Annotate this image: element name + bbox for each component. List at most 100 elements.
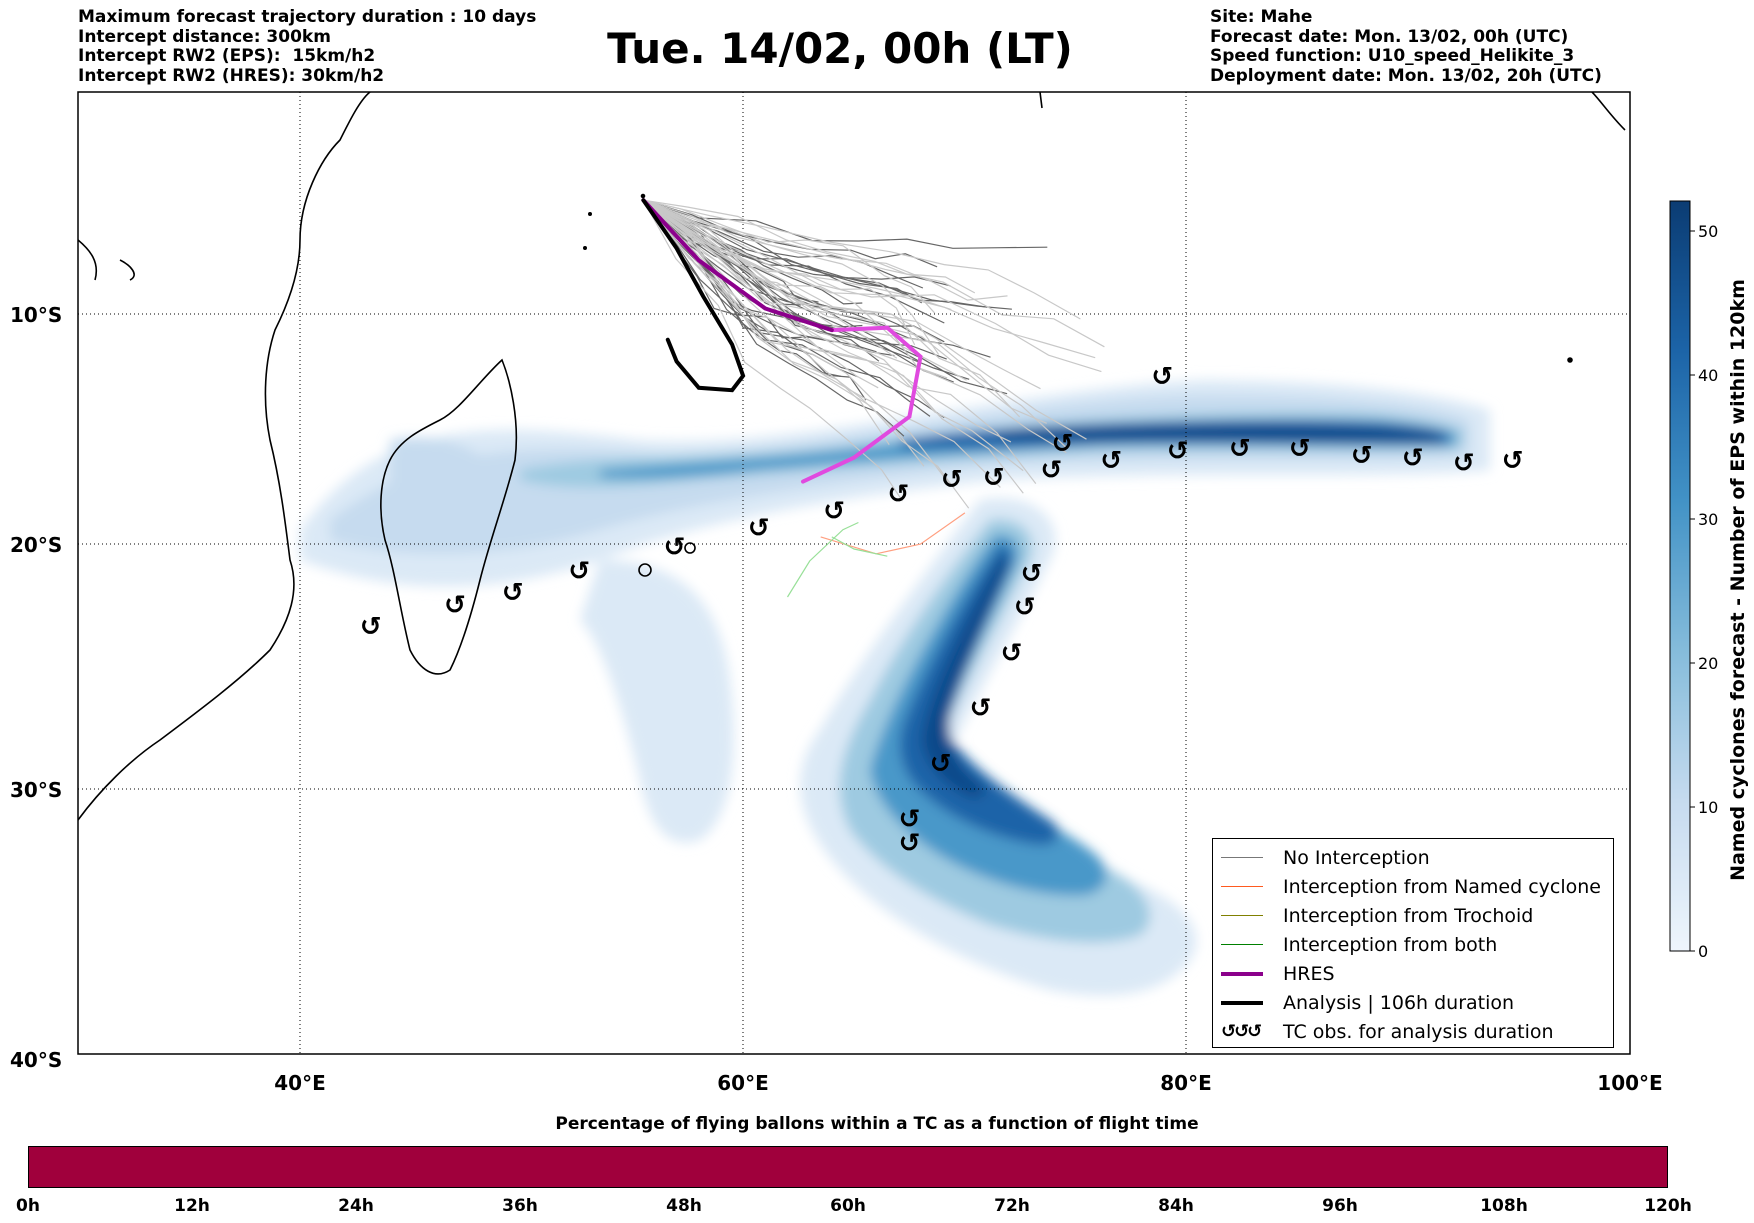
flight-time-tick-label: 60h — [830, 1196, 866, 1216]
eps-trajectory — [642, 199, 877, 353]
speed-function-text: Speed function: U10_speed_Helikite_3 — [1210, 46, 1575, 66]
eps-trajectory — [643, 199, 1047, 424]
lat-tick-10s: 10°S — [10, 303, 62, 327]
deployment-date-text: Deployment date: Mon. 13/02, 20h (UTC) — [1210, 65, 1602, 86]
header-left-info: Maximum forecast trajectory duration : 1… — [78, 7, 537, 86]
flight-time-tick-label: 36h — [502, 1196, 538, 1216]
madagascar-outline — [380, 358, 518, 675]
colorbar-tick-30: 30 — [1698, 510, 1718, 529]
lat-tick-30s: 30°S — [10, 778, 62, 802]
cyclone-symbol-icon: ↺ — [1502, 446, 1524, 476]
header-right-info: Site: Mahe Forecast date: Mon. 13/02, 00… — [1210, 7, 1602, 86]
eps-trajectory — [643, 199, 940, 355]
cyclone-symbol-icon: ↺ — [970, 694, 992, 724]
legend-swatch — [1221, 857, 1263, 858]
cyclone-symbol-icon: ↺ — [568, 557, 590, 587]
tc-observations: ↺ ↺ ↺ ↺ ↺ ↺ ↺ ↺ ↺ ↺ ↺ ↺ ↺ ↺ ↺ ↺ ↺ ↺ ↺ ↺ ↺ ↺ ↺ ↺ ↺ ↺ ↺ ↺ — [360, 362, 1524, 859]
eps-trajectory — [643, 199, 1087, 440]
map-legend: No Interception Interception from Named … — [1212, 838, 1614, 1048]
eps-trajectory — [642, 199, 1012, 443]
flight-time-tick-label: 24h — [338, 1196, 374, 1216]
mauritius-island — [684, 542, 696, 554]
cyclone-symbol-icon: ↺ — [1014, 593, 1036, 623]
eps-trajectory — [643, 199, 1024, 494]
cyclone-symbol-icon: ↺ — [1167, 436, 1189, 466]
reunion-island — [638, 563, 652, 577]
legend-label: No Interception — [1283, 846, 1430, 869]
eps-trajectory — [643, 199, 890, 446]
eps-trajectory — [643, 199, 1041, 390]
legend-item-analysis: Analysis | 106h duration — [1221, 988, 1514, 1017]
flight-time-tick-label: 72h — [994, 1196, 1030, 1216]
legend-item-both: Interception from both — [1221, 930, 1497, 959]
analysis-track — [641, 198, 746, 393]
density-south-track — [800, 498, 1197, 996]
eps-trajectory — [643, 199, 1081, 320]
flight-time-bar-title: Percentage of flying ballons within a TC… — [555, 1114, 1199, 1134]
cyclone-symbol-icon: ↺ — [1040, 456, 1062, 486]
legend-item-trochoid: Interception from Trochoid — [1221, 901, 1533, 930]
legend-label: HRES — [1283, 962, 1335, 985]
site-text: Site: Mahe — [1210, 7, 1313, 27]
legend-item-named-cyclone: Interception from Named cyclone — [1221, 872, 1601, 901]
legend-item-hres: HRES — [1221, 959, 1335, 988]
eps-trajectory — [643, 199, 1048, 249]
legend-label: Interception from Trochoid — [1283, 904, 1534, 927]
lon-tick-80e: 80°E — [1160, 1071, 1212, 1095]
legend-label: Interception from Named cyclone — [1283, 875, 1601, 898]
intercept-distance-text: Intercept distance: 300km — [78, 26, 331, 47]
legend-item-tc-obs: ↺↺↺ TC obs. for analysis duration — [1221, 1017, 1554, 1046]
legend-swatch — [1221, 971, 1263, 976]
legend-label: Interception from both — [1283, 933, 1498, 956]
colorbar-ticks — [1690, 230, 1695, 952]
eps-trajectory — [643, 199, 1012, 310]
cyclone-symbol-icon: ↺ — [444, 590, 466, 620]
cyclone-symbol-icon: ↺ — [664, 533, 686, 563]
page-title: Tue. 14/02, 00h (LT) — [607, 24, 1073, 73]
density-west-track — [300, 380, 1490, 843]
eps-trajectory — [643, 199, 1067, 454]
eps-trajectory — [642, 199, 920, 362]
lat-tick-20s: 20°S — [10, 533, 62, 557]
flight-time-tick-label: 108h — [1480, 1196, 1528, 1216]
legend-swatch — [1221, 1000, 1263, 1005]
map-frame — [77, 91, 1631, 1055]
coastlines — [78, 92, 1626, 821]
max-duration-text: Maximum forecast trajectory duration : 1… — [78, 7, 537, 27]
cyclone-symbol-icon: ↺ — [360, 612, 382, 642]
colorbar-title: Named cyclones forecast - Number of EPS … — [1727, 279, 1749, 881]
cyclone-symbol-icon: ↺ — [1001, 638, 1023, 668]
eps-trajectory — [643, 199, 1008, 301]
flight-time-tick-label: 96h — [1322, 1196, 1358, 1216]
density-colorbar — [1669, 200, 1691, 952]
eps-trajectory — [643, 199, 898, 359]
colorbar-tick-0: 0 — [1698, 942, 1708, 961]
cyclone-symbol-icon: ↺ — [1289, 434, 1311, 464]
eps-trajectory — [643, 199, 916, 346]
lat-tick-40s: 40°S — [10, 1048, 62, 1072]
cyclone-symbol-icon: ↺ — [823, 497, 845, 527]
cyclone-symbol-icon: ↺ — [1402, 444, 1424, 474]
intercept-hres-text: Intercept RW2 (HRES): 30km/h2 — [78, 65, 385, 86]
flight-time-bar — [28, 1146, 1668, 1188]
legend-item-no-interception: No Interception — [1221, 843, 1430, 872]
lon-tick-60e: 60°E — [717, 1071, 769, 1095]
cyclone-symbol-icon: ↺↺↺ — [1221, 1021, 1262, 1042]
eps-trajectory — [643, 199, 1037, 484]
legend-swatch — [1221, 915, 1263, 916]
eps-trajectory — [642, 199, 948, 379]
eps-trajectory — [643, 199, 1021, 418]
flight-time-tick-label: 84h — [1158, 1196, 1194, 1216]
eps-trajectory — [643, 199, 936, 314]
cyclone-symbol-icon: ↺ — [1100, 446, 1122, 476]
lon-tick-100e: 100°E — [1597, 1071, 1662, 1095]
colorbar-tick-40: 40 — [1698, 366, 1718, 385]
eps-trajectory — [643, 199, 1102, 373]
legend-swatch — [1221, 886, 1263, 887]
interception-trajectory — [786, 521, 859, 598]
cyclone-symbol-icon: ↺ — [983, 463, 1005, 493]
cyclone-symbol-icon: ↺ — [1351, 441, 1373, 471]
eps-trajectory — [642, 199, 970, 509]
colorbar-tick-50: 50 — [1698, 222, 1718, 241]
